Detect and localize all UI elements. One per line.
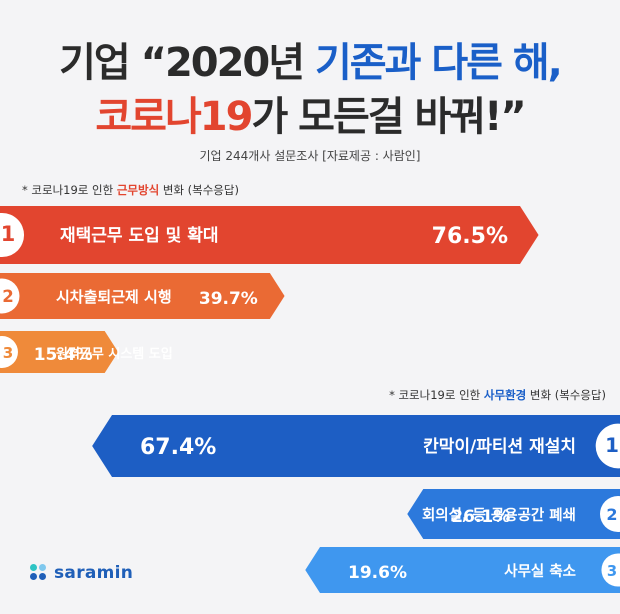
- work-style-value-3: 15.4%: [34, 345, 93, 365]
- saramin-logo: saramin: [30, 563, 133, 583]
- headline-line2-part2: 가 모든걸 바꿔!”: [251, 94, 526, 140]
- work-style-rank-badge-1: [0, 212, 25, 258]
- office-env-rank-badge-3: [601, 553, 620, 587]
- work-style-value-1: 76.5%: [432, 224, 508, 249]
- work-style-label-1: 재택근무 도입 및 확대: [60, 226, 219, 246]
- office-env-rank-1: 1: [605, 434, 619, 457]
- office-env-bar-2: [407, 489, 620, 539]
- logo-text: saramin: [54, 563, 134, 583]
- work-style-rank-2: 2: [2, 287, 14, 306]
- work-style-bar-3: [0, 331, 119, 373]
- office-env-bar-1: [92, 415, 620, 477]
- office-env-label-3: 사무실 축소: [504, 563, 576, 580]
- headline-line2-part1: 코로나19: [95, 94, 253, 140]
- office-env-value-1: 67.4%: [140, 435, 216, 460]
- headline-line1-part1: 기업 “2020년: [59, 40, 315, 86]
- work-style-bar-1: [0, 206, 539, 264]
- headline-line2: 코로나19가 모든걸 바꿔!”: [0, 84, 620, 142]
- work-style-rank-1: 1: [1, 222, 16, 246]
- office-env-label-2: 회의실, 등 공용공간 폐쇄: [422, 506, 576, 524]
- logo-dots-icon: [30, 564, 48, 582]
- office-env-note-highlight: 사무환경: [483, 388, 527, 402]
- work-style-rank-badge-3: [0, 336, 18, 368]
- survey-source: 기업 244개사 설문조사 [자료제공 : 사람인]: [199, 149, 421, 163]
- work-style-note: * 코로나19로 인한 근무방식 변화 (복수응답): [22, 182, 239, 198]
- work-style-note-prefix: * 코로나19로 인한: [22, 183, 117, 197]
- office-env-note: * 코로나19로 인한 사무환경 변화 (복수응답): [389, 387, 606, 403]
- work-style-value-2: 39.7%: [199, 289, 258, 309]
- office-env-rank-2: 2: [606, 505, 617, 524]
- office-env-note-suffix: 변화 (복수응답): [526, 388, 606, 402]
- work-style-bar-2: [0, 273, 285, 319]
- work-style-rank-badge-2: [0, 278, 20, 314]
- office-env-rank-badge-1: [595, 423, 620, 469]
- headline-line1: 기업 “2020년 기존과 다른 해,: [0, 30, 620, 88]
- work-style-label-3: 원격근무 시스템 도입: [56, 347, 173, 362]
- work-style-label-2: 시차출퇴근제 시행: [56, 288, 172, 306]
- headline-line1-part2: 기존과 다른 해,: [315, 40, 563, 86]
- work-style-note-suffix: 변화 (복수응답): [159, 183, 239, 197]
- office-env-rank-badge-2: [600, 496, 620, 532]
- work-style-rank-3: 3: [3, 344, 14, 362]
- office-env-bar-3: [305, 547, 620, 593]
- office-env-value-3: 19.6%: [348, 563, 407, 583]
- work-style-note-highlight: 근무방식: [116, 183, 160, 197]
- office-env-value-2: 26.1%: [451, 507, 510, 527]
- office-env-label-1: 칸막이/파티션 재설치: [423, 437, 576, 457]
- office-env-note-prefix: * 코로나19로 인한: [389, 388, 484, 402]
- office-env-rank-3: 3: [607, 563, 617, 580]
